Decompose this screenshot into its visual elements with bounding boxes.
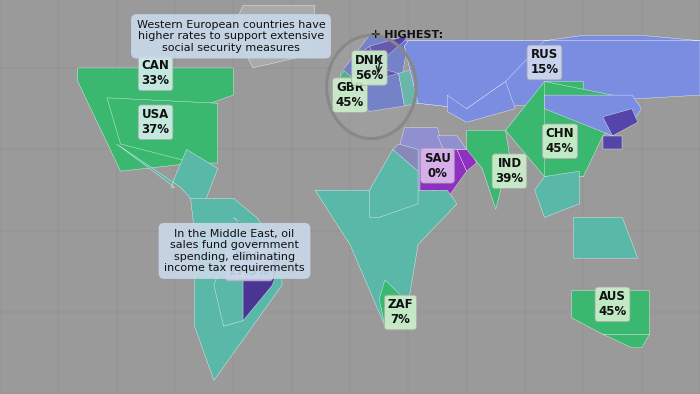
Text: USA
37%: USA 37% xyxy=(141,108,169,136)
Polygon shape xyxy=(505,82,583,177)
Text: RUS
15%: RUS 15% xyxy=(531,48,559,76)
Polygon shape xyxy=(315,190,457,326)
Text: GBR
45%: GBR 45% xyxy=(336,81,364,109)
Text: AUS
45%: AUS 45% xyxy=(598,290,626,318)
Polygon shape xyxy=(360,73,405,112)
Text: IND
39%: IND 39% xyxy=(496,157,524,185)
Text: CAN
33%: CAN 33% xyxy=(141,59,169,87)
Polygon shape xyxy=(603,136,622,149)
Polygon shape xyxy=(214,258,243,326)
Polygon shape xyxy=(78,68,233,171)
Polygon shape xyxy=(370,149,418,217)
Polygon shape xyxy=(190,198,282,381)
Polygon shape xyxy=(405,41,700,109)
Polygon shape xyxy=(379,280,414,326)
Polygon shape xyxy=(573,217,638,258)
Polygon shape xyxy=(572,291,650,334)
Text: CHN
45%: CHN 45% xyxy=(546,127,574,155)
Polygon shape xyxy=(420,149,467,198)
Polygon shape xyxy=(405,35,700,109)
Text: ZAF
7%: ZAF 7% xyxy=(388,299,414,327)
Polygon shape xyxy=(340,71,360,98)
Text: Western European countries have
higher rates to support extensive
social securit: Western European countries have higher r… xyxy=(136,20,326,53)
Polygon shape xyxy=(545,82,622,177)
Polygon shape xyxy=(370,68,398,82)
Polygon shape xyxy=(467,130,510,209)
Polygon shape xyxy=(438,136,467,149)
Polygon shape xyxy=(370,35,408,68)
Text: BRA
27.5%: BRA 27.5% xyxy=(228,249,270,277)
Polygon shape xyxy=(360,46,379,79)
Polygon shape xyxy=(340,35,408,95)
Polygon shape xyxy=(447,82,515,122)
Text: ✛ HIGHEST:: ✛ HIGHEST: xyxy=(372,30,444,40)
Polygon shape xyxy=(398,68,418,106)
Polygon shape xyxy=(457,149,477,171)
Polygon shape xyxy=(603,334,650,348)
Text: DNK
56%: DNK 56% xyxy=(355,54,384,82)
Polygon shape xyxy=(117,144,218,209)
Text: In the Middle East, oil
sales fund government
spending, eliminating
income tax r: In the Middle East, oil sales fund gover… xyxy=(164,229,304,273)
Polygon shape xyxy=(233,6,315,68)
Polygon shape xyxy=(327,35,416,139)
Polygon shape xyxy=(398,128,443,198)
Polygon shape xyxy=(393,144,418,171)
Polygon shape xyxy=(535,171,580,217)
Polygon shape xyxy=(107,98,218,163)
Polygon shape xyxy=(223,217,282,326)
Polygon shape xyxy=(603,109,638,136)
Text: SAU
0%: SAU 0% xyxy=(424,152,451,180)
Polygon shape xyxy=(545,95,642,136)
